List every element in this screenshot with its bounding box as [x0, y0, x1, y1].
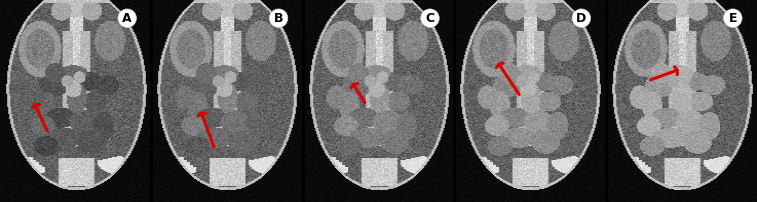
Text: C: C: [425, 12, 435, 25]
Text: A: A: [123, 12, 132, 25]
Text: B: B: [274, 12, 283, 25]
Text: D: D: [576, 12, 587, 25]
Text: E: E: [728, 12, 737, 25]
